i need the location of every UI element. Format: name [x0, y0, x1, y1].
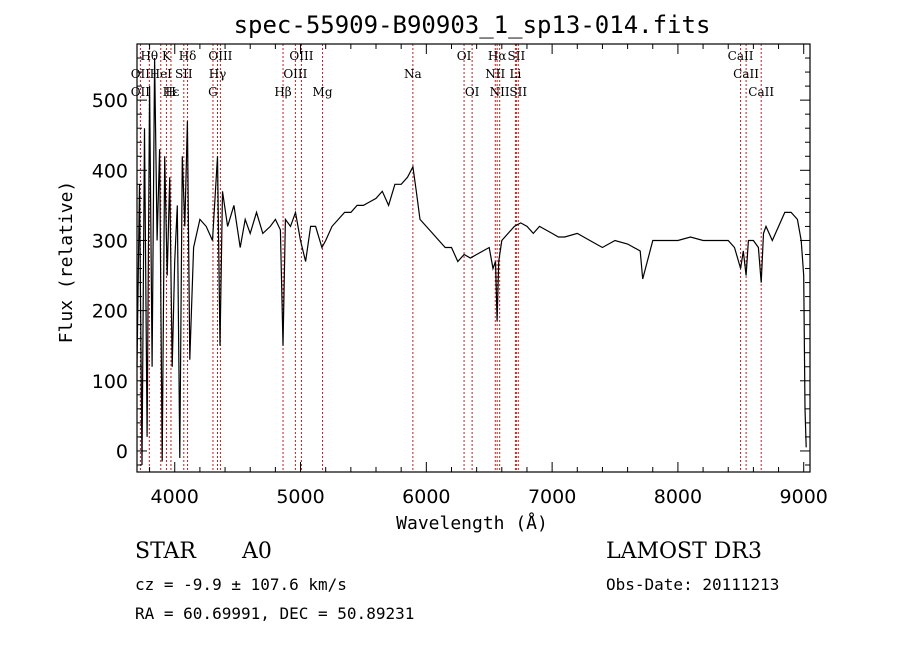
line-label: K	[162, 49, 172, 63]
line-label: CaII	[748, 85, 774, 99]
x-axis-label: Wavelength (Å)	[396, 512, 548, 534]
y-tick-label: 0	[116, 441, 128, 463]
y-tick-label: 100	[92, 371, 128, 393]
y-axis-label: Flux (relative)	[56, 181, 77, 344]
line-label: OII	[131, 85, 151, 99]
line-label: Hα	[488, 49, 507, 63]
line-label: CaII	[728, 49, 754, 63]
line-label: Li	[509, 67, 521, 81]
line-label: NII	[490, 85, 510, 99]
y-tick-label: 200	[92, 301, 128, 323]
line-label: Hδ	[179, 49, 197, 63]
line-label: Mg	[313, 85, 333, 99]
line-label: CaII	[733, 67, 759, 81]
object-class: STAR	[135, 539, 196, 564]
line-label: OI	[465, 85, 480, 99]
y-tick-label: 400	[92, 160, 128, 182]
line-label: H	[165, 85, 175, 99]
line-label: OIII	[283, 67, 307, 81]
line-label: OIII	[208, 49, 232, 63]
line-label: OI	[457, 49, 472, 63]
chart-title: spec-55909-B90903_1_sp13-014.fits	[234, 11, 711, 39]
line-label: SII	[175, 67, 193, 81]
line-label: SII	[509, 85, 527, 99]
x-tick-label: 7000	[528, 486, 576, 508]
line-label: Hθ	[140, 49, 158, 63]
line-label: HeI	[150, 67, 173, 81]
x-tick-label: 8000	[654, 486, 702, 508]
y-tick-label: 300	[92, 230, 128, 252]
x-tick-label: 4000	[151, 486, 199, 508]
spectral-line-markers	[139, 44, 762, 472]
x-tick-label: 6000	[402, 486, 450, 508]
line-label: Hε	[163, 85, 180, 99]
line-label: Hγ	[209, 67, 227, 81]
x-axis-ticks: 4000 5000 6000 7000 8000 9000	[149, 44, 828, 508]
coordinates: RA = 60.69991, DEC = 50.89231	[135, 604, 415, 623]
survey-name: LAMOST DR3	[606, 539, 762, 564]
y-tick-label: 500	[92, 90, 128, 112]
line-label: OII	[131, 67, 151, 81]
line-label: G	[208, 85, 218, 99]
y-axis-ticks: 0 100 200 300 400 500	[92, 57, 810, 466]
object-subclass: A0	[242, 539, 272, 564]
redshift-text: cz = -9.9 ± 107.6 km/s	[135, 575, 347, 594]
line-label: NII	[485, 67, 505, 81]
line-label: SII	[508, 49, 526, 63]
line-label: Hβ	[274, 85, 291, 99]
line-label: OIII	[289, 49, 313, 63]
plot-frame	[136, 43, 811, 473]
flux-series-line	[136, 57, 807, 466]
x-tick-label: 5000	[276, 486, 324, 508]
line-label: Na	[404, 67, 422, 81]
observation-date: Obs-Date: 20111213	[606, 575, 780, 594]
x-tick-label: 9000	[780, 486, 828, 508]
